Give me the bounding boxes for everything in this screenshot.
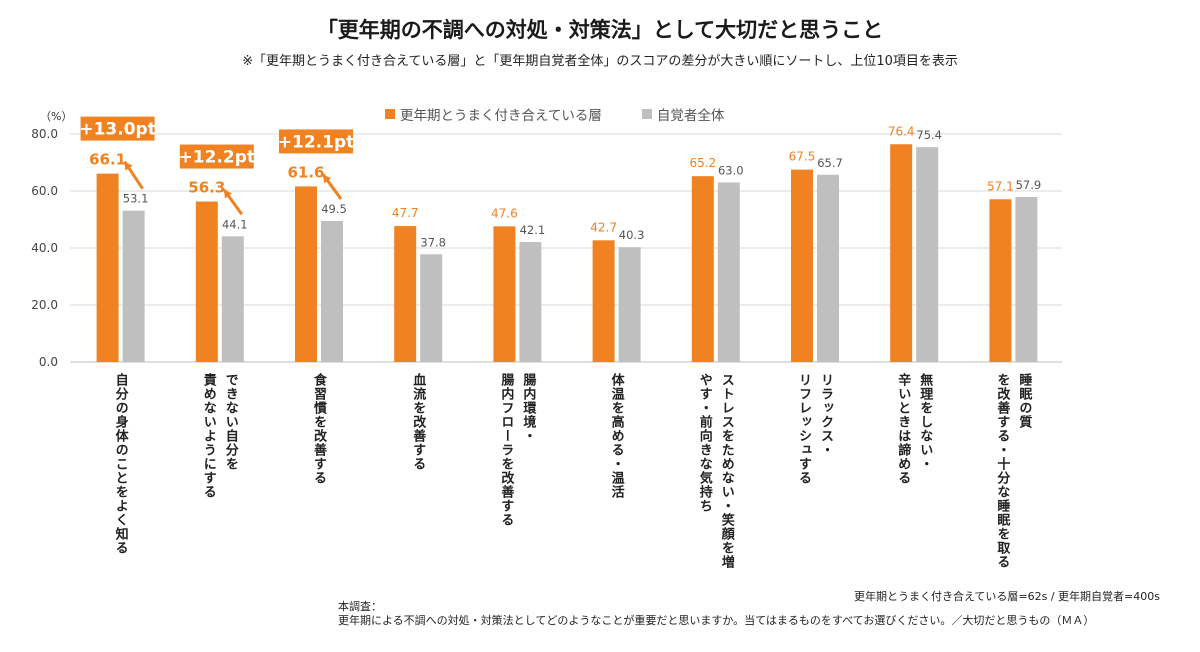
data-label-series1: 76.4 (888, 124, 915, 138)
category-label-line: できない自分を (222, 373, 238, 471)
data-label-series2: 53.1 (123, 192, 149, 206)
category-label: 食習慣を改善する (307, 373, 329, 573)
bar-series2 (1015, 196, 1038, 362)
category-label-line: 腸内フローラを改善する (498, 373, 514, 527)
data-label-series1: 61.6 (287, 163, 324, 181)
survey-title: 本調査： (338, 600, 382, 613)
category-label: 体温を高める・温活 (605, 373, 627, 573)
category-label-line: 責めないようにする (200, 373, 216, 499)
bar-series1 (493, 226, 516, 362)
bar-series1 (394, 226, 417, 362)
category-label-line: 無理をしない・ (917, 373, 933, 471)
data-label-series2: 42.1 (520, 223, 546, 237)
bar-series2 (221, 236, 244, 362)
difference-label: +13.0pt (79, 120, 155, 140)
data-label-series1: 57.1 (987, 179, 1014, 193)
bar-series1 (890, 144, 913, 362)
y-tick-label: 60.0 (31, 184, 58, 198)
survey-question: 更年期による不調への対処・対策法としてどのようなことが重要だと思いますか。当ては… (338, 614, 1095, 627)
bar-series2 (916, 147, 939, 362)
data-label-series2: 44.1 (222, 217, 248, 231)
chart-subtitle: ※「更年期とうまく付き合えている層」と「更年期自覚者全体」のスコアの差分が大きい… (242, 54, 958, 69)
bar-series1 (989, 199, 1012, 362)
y-tick-label: 20.0 (31, 298, 58, 312)
category-label-line: 体温を高める・温活 (608, 373, 624, 499)
bar-series2 (122, 210, 145, 362)
bar-series1 (96, 173, 119, 362)
bar-series2 (618, 247, 641, 362)
category-label-line: 自分の身体のことをよく知る (112, 373, 128, 555)
difference-arrowhead (124, 161, 133, 171)
chart-title: 「更年期の不調への対処・対策法」として大切だと思うこと (316, 18, 884, 42)
bar-series2 (519, 242, 542, 362)
legend-label-series1: 更年期とうまく付き合えている層 (400, 108, 602, 124)
legend: 更年期とうまく付き合えている層 自覚者全体 (385, 104, 764, 124)
category-label: 腸内環境・ 腸内フローラを改善する (494, 373, 538, 573)
category-label: 血流を改善する (406, 373, 428, 573)
bar-series2 (717, 182, 740, 362)
bar-series1 (195, 201, 218, 362)
data-label-series1: 56.3 (188, 179, 225, 197)
category-label: 睡眠の質 を改善する・十分な睡眠を取る (990, 373, 1034, 573)
data-label-series2: 65.7 (817, 156, 843, 170)
category-label-line: リラックス・ (818, 373, 833, 457)
y-tick-label: 40.0 (31, 241, 58, 255)
bar-series2 (420, 254, 443, 362)
data-label-series1: 66.1 (89, 151, 126, 169)
category-label-line: 辛いときは諦める (895, 373, 911, 485)
legend-swatch-series2 (641, 109, 652, 119)
difference-label: +12.1pt (278, 132, 354, 152)
data-label-series2: 63.0 (718, 163, 744, 177)
difference-badge (80, 116, 155, 141)
difference-label: +12.2pt (179, 148, 255, 168)
category-label-line: 腸内環境・ (520, 373, 536, 443)
bar-series1 (791, 169, 813, 362)
data-label-series2: 57.9 (1016, 178, 1042, 192)
y-axis-unit: （%） (40, 110, 73, 123)
category-label: 無理をしない・ 辛いときは諦める (891, 373, 935, 573)
data-label-series1: 67.5 (789, 150, 816, 164)
difference-arrowhead (223, 189, 232, 199)
data-label-series2: 37.8 (420, 235, 446, 249)
category-label-line: リフレッシュする (796, 373, 811, 485)
data-label-series2: 49.5 (321, 202, 347, 216)
bar-series2 (321, 220, 343, 362)
data-label-series1: 47.6 (491, 206, 518, 220)
bar-series2 (817, 174, 839, 362)
category-label-line: を改善する・十分な睡眠を取る (994, 373, 1010, 569)
category-label: できない自分を 責めないようにする (197, 373, 241, 573)
bar-series1 (691, 176, 714, 362)
category-label: 自分の身体のことをよく知る (109, 373, 131, 573)
legend-item-series2: 自覚者全体 (641, 104, 725, 124)
legend-item-series1: 更年期とうまく付き合えている層 (385, 104, 602, 124)
bar-series1 (592, 240, 615, 362)
y-tick-label: 80.0 (31, 127, 58, 141)
category-label-line: ストレスをためない・笑顔を増 (718, 373, 734, 569)
category-label: ストレスをためない・笑顔を増 やす・前向きな気持ち (693, 373, 737, 573)
data-label-series2: 40.3 (619, 228, 645, 242)
data-label-series1: 47.7 (392, 206, 419, 220)
data-label-series1: 42.7 (590, 220, 617, 234)
y-tick-label: 0.0 (39, 355, 58, 369)
difference-badge (279, 129, 353, 154)
sample-size-note: 更年期とうまく付き合えている層=62s / 更年期自覚者=400s (853, 590, 1160, 603)
category-label-line: 血流を改善する (410, 373, 426, 471)
legend-label-series2: 自覚者全体 (656, 108, 725, 124)
data-label-series1: 65.2 (689, 156, 716, 170)
category-label: リラックス・ リフレッシュする (792, 373, 836, 573)
category-label-line: 睡眠の質 (1016, 373, 1032, 429)
category-label-line: やす・前向きな気持ち (696, 373, 712, 513)
legend-swatch-series1 (385, 109, 395, 119)
difference-badge (179, 144, 254, 169)
data-label-series2: 75.4 (916, 128, 942, 142)
bar-series1 (295, 186, 317, 362)
difference-arrowhead (323, 174, 332, 184)
category-label-line: 食習慣を改善する (311, 373, 326, 485)
